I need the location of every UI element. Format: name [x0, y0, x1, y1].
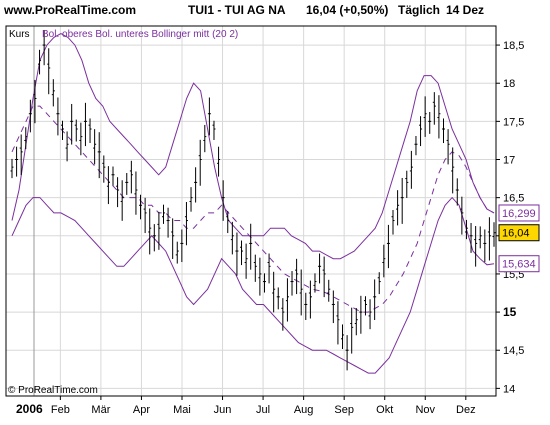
- price-tag-label: 15,634: [502, 259, 536, 271]
- bollinger-bands: [11, 33, 495, 374]
- y-tick-label: 17,5: [503, 116, 524, 128]
- copyright: © ProRealTime.com: [8, 385, 98, 396]
- x-tick-label: Dez: [456, 404, 476, 416]
- price-tag-label: 16,299: [502, 208, 536, 220]
- y-tick-label: 15: [503, 305, 517, 319]
- x-tick-label: Mai: [173, 404, 191, 416]
- x-tick-label: Okt: [376, 404, 393, 416]
- price-change: 16,04 (+0,50%): [306, 3, 389, 17]
- price-tags: 16,299 16,04 15,634: [498, 204, 540, 273]
- x-tick-label: Nov: [415, 404, 435, 416]
- title-bar: www.ProRealTime.com TUI1 - TUI AG NA 16,…: [0, 0, 550, 20]
- price-chart: Kurs Bol. oberes Bol. unteres Bollinger …: [5, 25, 540, 416]
- y-tick-label: 18,5: [503, 40, 524, 52]
- x-tick-label: Aug: [294, 404, 314, 416]
- bollinger-lower-line: [11, 196, 495, 374]
- y-tick-label: 17: [503, 155, 515, 167]
- x-tick-label: Jul: [256, 404, 270, 416]
- x-axis: 2006 Feb Mär Apr Mai Jun Jul Aug Sep Okt Nov Dez: [16, 396, 476, 416]
- price-tag-label: 16,04: [502, 228, 530, 240]
- period-label: Täglich: [398, 3, 441, 17]
- x-tick-label: Mär: [91, 404, 110, 416]
- bollinger-upper-line: [11, 33, 495, 260]
- price-tag-box: [498, 255, 540, 273]
- price-tag-box: [498, 204, 540, 222]
- x-year-label: 2006: [16, 402, 43, 416]
- site-title[interactable]: www.ProRealTime.com: [4, 3, 137, 17]
- date-label: 14 Dez: [446, 3, 485, 17]
- y-tick-label: 14: [503, 383, 515, 395]
- y-tick-label: 18: [503, 78, 515, 90]
- x-tick-label: Jun: [214, 404, 232, 416]
- bollinger-middle-line: [11, 105, 495, 313]
- y-tick-label: 16,5: [503, 193, 524, 205]
- plot-frame: [5, 25, 497, 397]
- x-tick-label: Apr: [133, 404, 150, 416]
- panel-label: Kurs: [9, 29, 30, 40]
- x-tick-label: Sep: [334, 404, 354, 416]
- y-tick-label: 14,5: [503, 345, 524, 357]
- instrument-name: TUI1 - TUI AG NA: [188, 3, 286, 17]
- price-bars: [10, 29, 496, 371]
- legend-bollinger: Bol. oberes Bol. unteres Bollinger mitt …: [42, 29, 238, 40]
- price-tag-box: [498, 224, 540, 242]
- grid: [6, 26, 496, 396]
- x-tick-label: Feb: [51, 404, 70, 416]
